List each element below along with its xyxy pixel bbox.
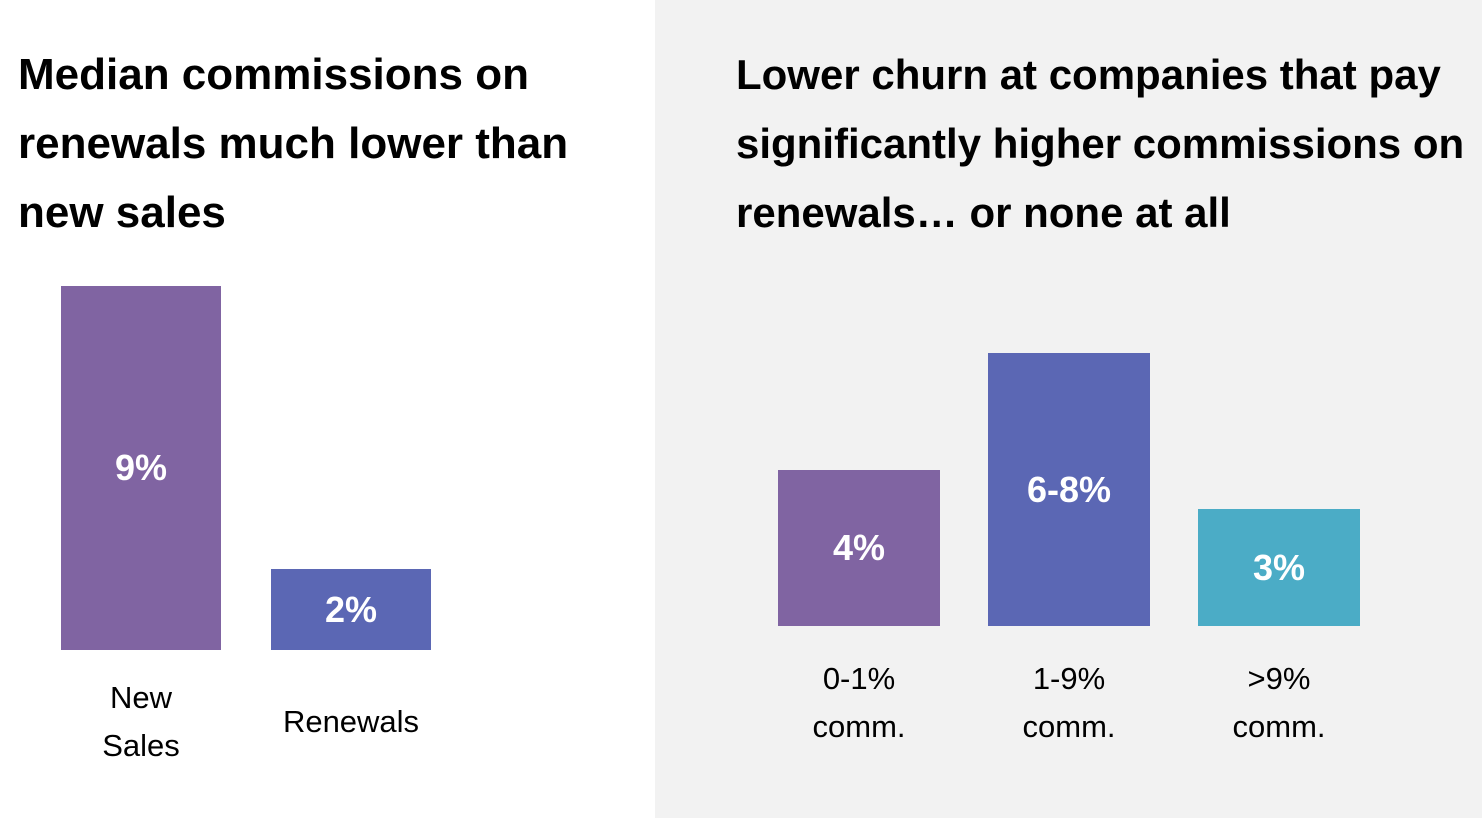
value-label: 6-8% [1026,468,1112,510]
bar [271,569,431,650]
category-label: Renewals [282,704,420,739]
category-label: 0-1% comm. [812,661,906,744]
bar [988,353,1150,626]
category-label: 1-9% comm. [1022,661,1116,744]
chart-title: Median commissions on renewals much lowe… [18,50,569,237]
bar [778,470,940,626]
value-label: 4% [832,527,886,568]
chart-title: Lower churn at companies that pay signif… [736,51,1465,236]
bar [1198,509,1360,626]
value-label: 9% [114,447,168,489]
bar [61,286,221,650]
value-label: 3% [1252,546,1306,588]
category-label: >9% comm. [1232,661,1326,744]
value-label: 2% [324,588,378,630]
category-label: New Sales [102,680,180,763]
